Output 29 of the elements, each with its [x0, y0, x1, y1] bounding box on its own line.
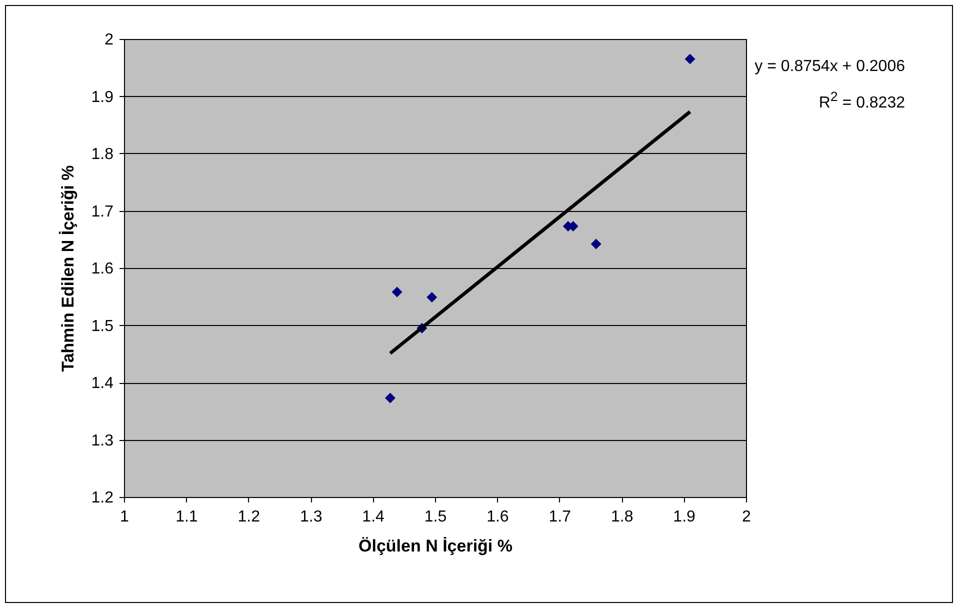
point	[392, 286, 402, 298]
x-axis-title: Ölçülen N İçeriği %	[358, 536, 512, 556]
point	[684, 54, 696, 64]
text: y = 0.8754x + 0.2006	[754, 57, 905, 77]
y-tick-label: 1.9	[91, 88, 114, 106]
y-tick-label: 1.5	[91, 318, 114, 335]
x-tick-label: 1	[120, 508, 130, 526]
y-tick-label: 1.8	[91, 146, 114, 163]
x-tick-label: 1.4	[362, 508, 385, 526]
y-tick-label: 1.4	[91, 375, 114, 392]
x-tick-label: 1.3	[300, 508, 322, 526]
y-tick-label: 1.6	[91, 260, 114, 278]
x-tick-label: 1.2	[238, 508, 260, 526]
point	[590, 238, 602, 250]
y-tick-label: 1.2	[91, 490, 114, 506]
x-tick-label: 1.9	[673, 508, 696, 526]
y-tick-label: 1.7	[91, 203, 114, 220]
y-axis-title: Tahmin Edilen N İçeriği %	[58, 165, 78, 372]
x-tick-label: 1.8	[610, 508, 634, 526]
point	[384, 392, 396, 404]
x-tick-label: 1.6	[486, 508, 509, 526]
point	[426, 292, 438, 302]
x-tick-label: 1.7	[548, 508, 572, 526]
x-tick-label: 2	[742, 508, 752, 526]
x-tick-label: 1.5	[424, 508, 447, 526]
x-tick-label: 1.1	[176, 508, 198, 526]
y-tick-label: 1.3	[91, 432, 114, 450]
y-tick-label: 2	[104, 32, 114, 48]
text: R$^{2}$ = 0.8232	[818, 88, 905, 114]
